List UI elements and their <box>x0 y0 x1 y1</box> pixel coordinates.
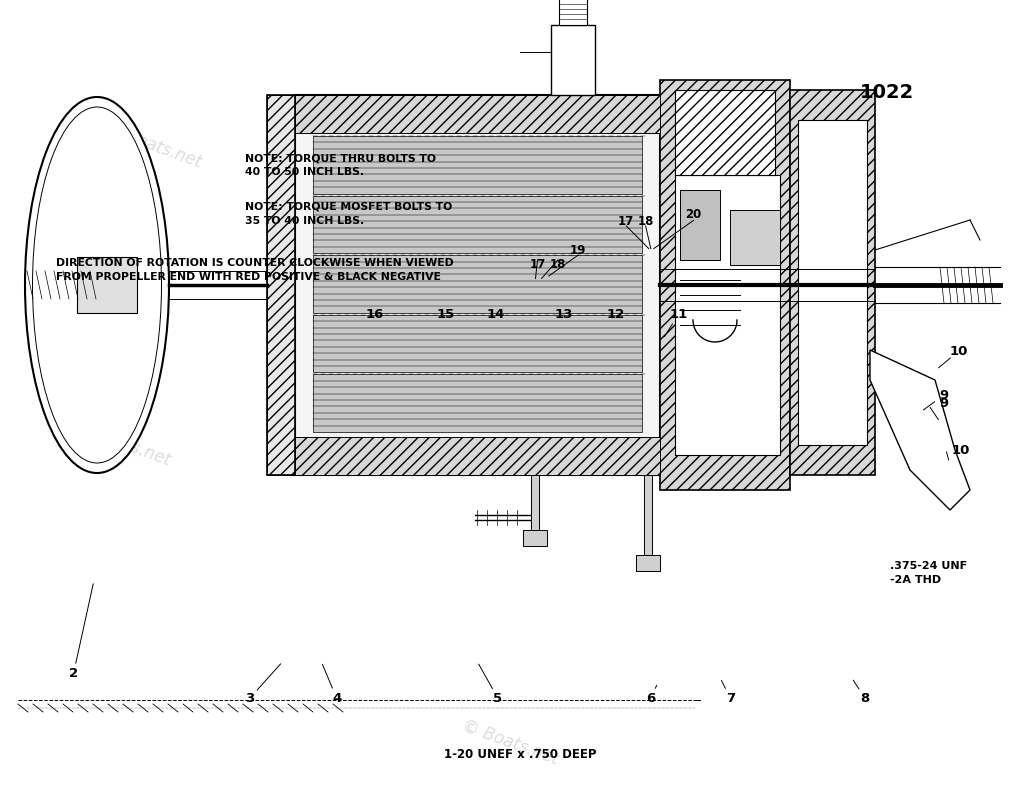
Text: 17: 17 <box>618 215 634 228</box>
Bar <box>267 95 294 475</box>
Bar <box>267 95 294 475</box>
Text: 9: 9 <box>938 389 947 402</box>
Ellipse shape <box>33 107 161 463</box>
Bar <box>558 0 586 25</box>
Bar <box>531 475 538 530</box>
Bar <box>636 555 659 571</box>
Bar <box>680 190 719 260</box>
Bar <box>294 95 659 133</box>
Text: 6: 6 <box>645 692 655 705</box>
Bar <box>675 90 774 175</box>
Text: 7: 7 <box>726 692 734 705</box>
Text: DIRECTION OF ROTATION IS COUNTER CLOCKWISE WHEN VIEWED
FROM PROPELLER END WITH R: DIRECTION OF ROTATION IS COUNTER CLOCKWI… <box>56 258 453 282</box>
Bar <box>313 315 641 372</box>
Bar <box>675 90 774 175</box>
Bar <box>730 210 780 265</box>
Text: 17: 17 <box>529 258 545 271</box>
Text: 13: 13 <box>554 308 573 321</box>
Text: 3: 3 <box>245 692 255 705</box>
Bar <box>675 175 780 455</box>
Text: 8: 8 <box>859 692 869 705</box>
Text: 12: 12 <box>606 308 625 321</box>
Text: 15: 15 <box>436 308 454 321</box>
Bar <box>313 255 641 313</box>
Bar <box>643 475 651 555</box>
Text: 10: 10 <box>951 444 969 457</box>
Bar <box>797 120 866 445</box>
Bar <box>550 25 594 95</box>
Bar <box>313 374 641 432</box>
Ellipse shape <box>25 97 169 473</box>
Polygon shape <box>869 350 969 510</box>
Bar <box>76 257 137 313</box>
Bar <box>313 136 641 194</box>
Text: © Boats.net: © Boats.net <box>611 418 713 470</box>
Text: © Boats.net: © Boats.net <box>459 717 560 768</box>
Text: 9: 9 <box>938 397 947 410</box>
Bar <box>523 530 546 546</box>
Text: NOTE: TORQUE MOSFET BOLTS TO
35 TO 40 INCH LBS.: NOTE: TORQUE MOSFET BOLTS TO 35 TO 40 IN… <box>245 202 451 226</box>
Text: 5: 5 <box>493 692 501 705</box>
Text: 11: 11 <box>668 308 687 321</box>
Text: 16: 16 <box>365 308 383 321</box>
Text: 14: 14 <box>486 308 504 321</box>
Text: © Boats.net: © Boats.net <box>764 119 866 171</box>
Bar <box>313 195 641 253</box>
Bar <box>659 80 790 490</box>
Text: 10: 10 <box>949 345 967 358</box>
Bar <box>790 90 874 475</box>
Text: 18: 18 <box>637 215 653 228</box>
Text: © Boats.net: © Boats.net <box>71 418 173 470</box>
Text: © Boats.net: © Boats.net <box>102 119 204 171</box>
Text: 4: 4 <box>331 692 341 705</box>
Text: 1022: 1022 <box>859 83 914 102</box>
Text: 18: 18 <box>549 258 566 271</box>
Bar <box>294 95 659 475</box>
Bar <box>550 25 594 95</box>
Bar <box>294 437 659 475</box>
Text: 2: 2 <box>69 667 77 680</box>
Text: 19: 19 <box>570 244 586 257</box>
Text: 20: 20 <box>685 208 701 221</box>
Text: 1-20 UNEF x .750 DEEP: 1-20 UNEF x .750 DEEP <box>443 748 596 761</box>
Text: .375-24 UNF
-2A THD: .375-24 UNF -2A THD <box>890 561 967 585</box>
Text: NOTE: TORQUE THRU BOLTS TO
40 TO 50 INCH LBS.: NOTE: TORQUE THRU BOLTS TO 40 TO 50 INCH… <box>245 153 435 178</box>
